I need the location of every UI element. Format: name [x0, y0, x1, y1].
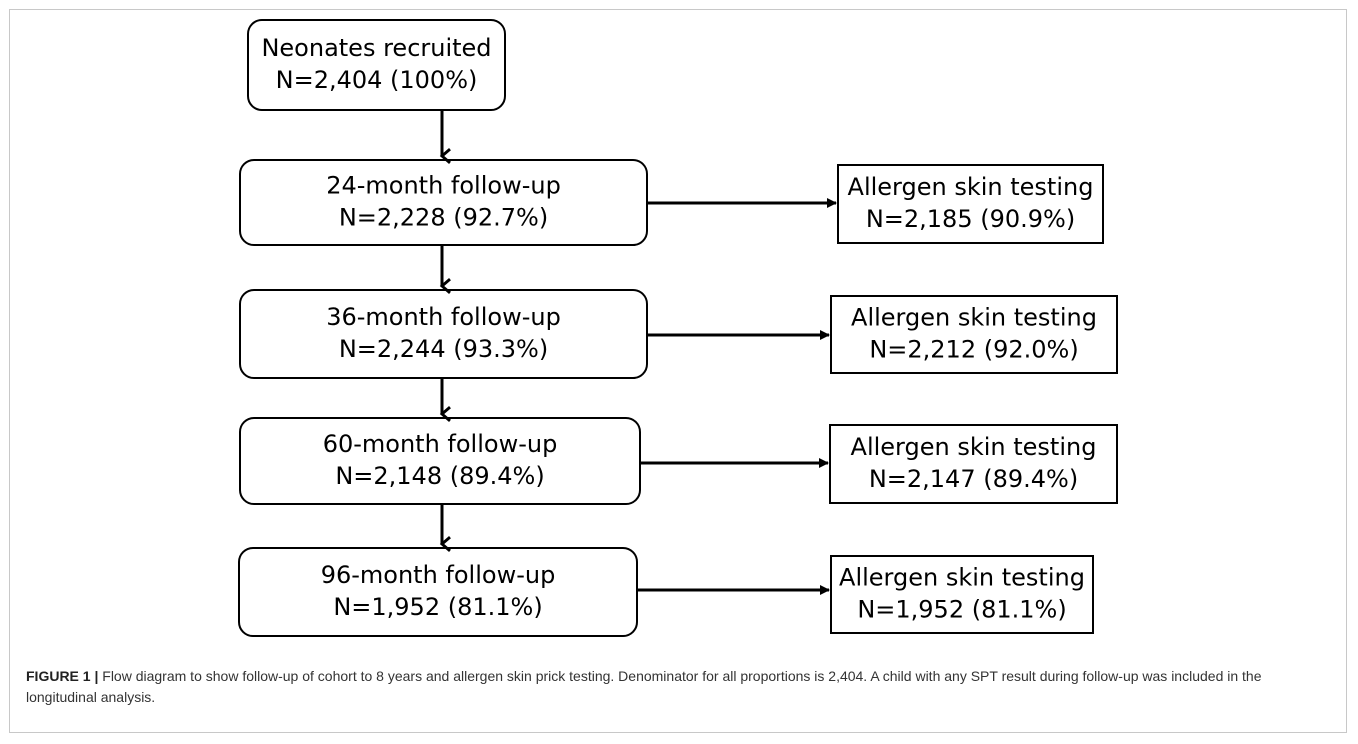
box-text: N=2,228 (92.7%): [339, 204, 548, 232]
box-text: N=2,244 (93.3%): [339, 335, 548, 363]
box-text: Allergen skin testing: [851, 433, 1097, 461]
figure-frame: [9, 9, 1347, 733]
box-text: Allergen skin testing: [848, 173, 1094, 201]
process-box: [247, 19, 506, 111]
boxes: Neonates recruited N=2,404 (100%) 24-month…: [238, 19, 1118, 637]
box-text: N=1,952 (81.1%): [333, 593, 542, 621]
result-box: [830, 295, 1118, 374]
process-box: [238, 547, 638, 637]
caption: FIGURE 1 | Flow diagram to show follow-u…: [26, 666, 1326, 708]
box-text: N=2,148 (89.4%): [335, 462, 544, 490]
box-text: N=2,147 (89.4%): [869, 465, 1078, 493]
caption-text: Flow diagram to show follow-up of cohort…: [26, 668, 1262, 705]
box-text: 36-month follow-up: [326, 303, 561, 331]
arrows: [439, 110, 837, 595]
box-text: 24-month follow-up: [326, 172, 561, 200]
box-text: N=2,185 (90.9%): [866, 205, 1075, 233]
box-text: 60-month follow-up: [323, 430, 558, 458]
box-text: N=2,404 (100%): [276, 66, 478, 94]
box-text: Neonates recruited: [261, 34, 491, 62]
box-text: Allergen skin testing: [851, 304, 1097, 332]
box-text: 96-month follow-up: [321, 561, 556, 589]
box-text: N=2,212 (92.0%): [869, 336, 1078, 364]
result-box: [837, 164, 1104, 244]
box-text: Allergen skin testing: [839, 564, 1085, 592]
result-box: [829, 424, 1118, 504]
box-text: N=1,952 (81.1%): [857, 596, 1066, 624]
flow-diagram: Neonates recruited N=2,404 (100%) 24-month…: [238, 19, 1118, 637]
caption-label: FIGURE 1 |: [26, 668, 99, 684]
result-box: [830, 555, 1094, 634]
